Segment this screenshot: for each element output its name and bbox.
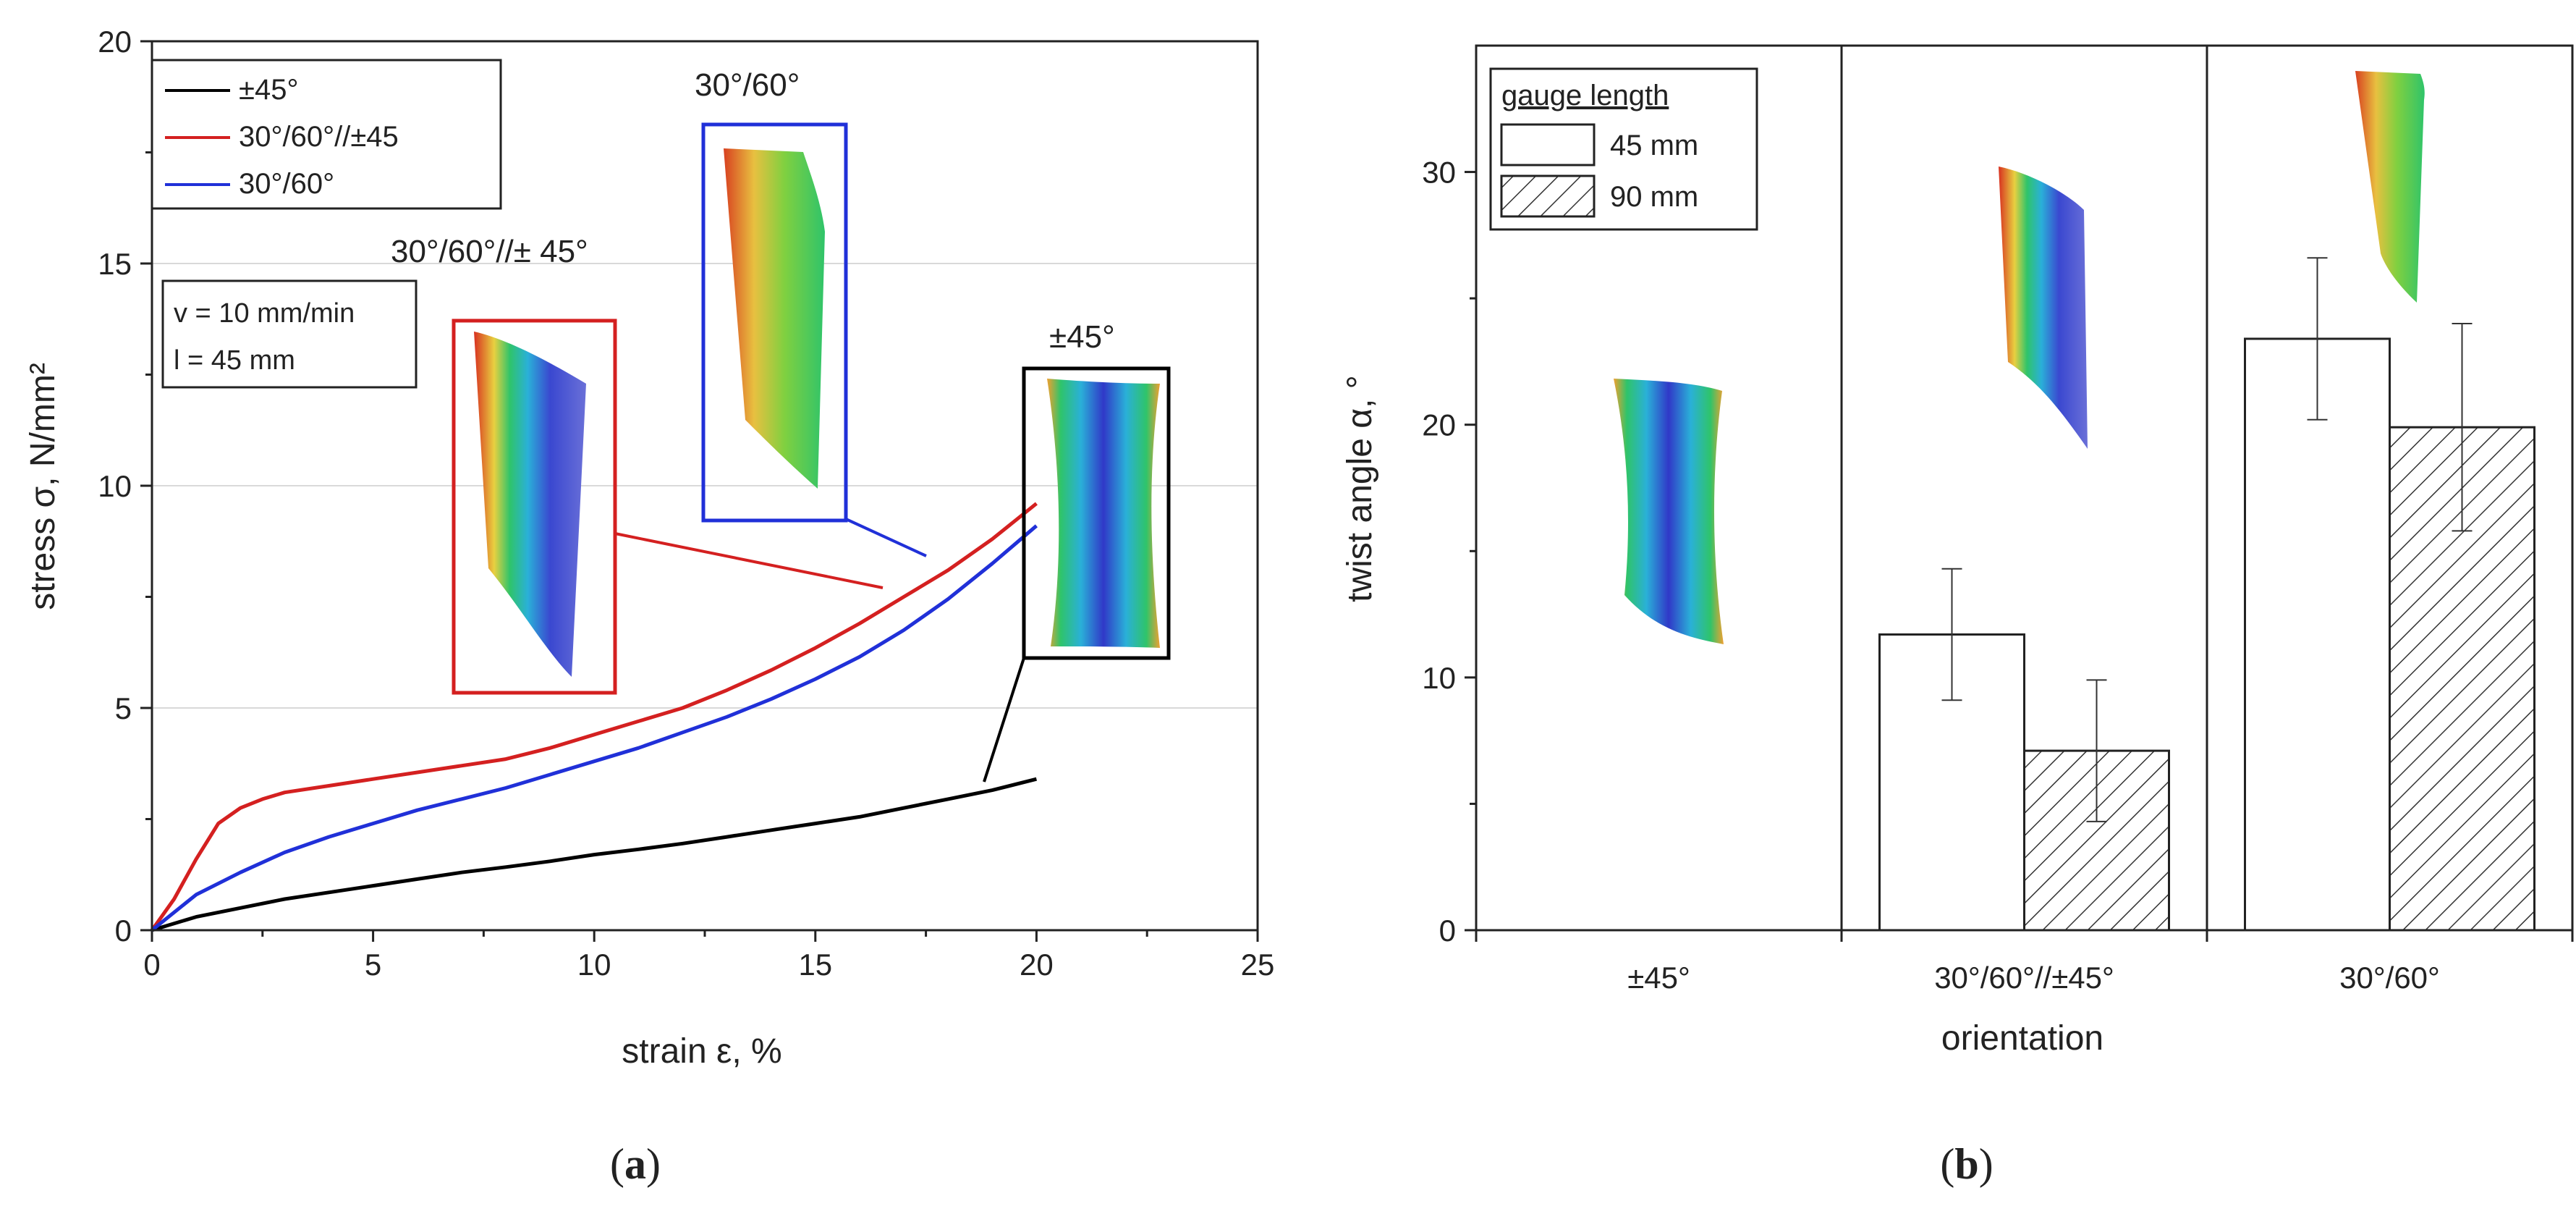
- a-x-tick-label: 0: [143, 948, 160, 982]
- a-x-tick-label: 25: [1241, 948, 1275, 982]
- panel-b-letter: b: [1954, 1140, 1978, 1188]
- b-y-tick-label: 20: [1422, 408, 1456, 442]
- a-y-axis-label: stress σ, N/mm²: [24, 363, 62, 610]
- a-inset-images: 30°/60°//± 45° 30°/60° ±45°: [391, 67, 1171, 783]
- legend-label-mixed: 30°/60°//±45: [239, 121, 399, 153]
- inset-mixed-specimen: [474, 332, 586, 677]
- a-y-tick-label: 10: [98, 469, 132, 503]
- inset-45-specimen: [1047, 379, 1160, 648]
- annotation-mixed: 30°/60°//± 45°: [391, 234, 588, 269]
- leader-45: [983, 657, 1025, 783]
- panel-b-open: (: [1940, 1140, 1954, 1188]
- inset-45-frame: [1022, 366, 1171, 660]
- b-specimen-45: [1614, 379, 1724, 644]
- b-bars: [1878, 257, 2535, 932]
- inset-3060-specimen: [724, 148, 825, 489]
- inset-3060-frame: [701, 122, 848, 523]
- a-y-tick-label: 15: [98, 247, 132, 281]
- a-series-line-0: [151, 777, 1038, 932]
- b-y-tick-label: 30: [1422, 156, 1456, 190]
- a-note-box: [161, 279, 418, 389]
- note-speed: v = 10 mm/min: [174, 298, 355, 329]
- a-x-tick-label: 10: [577, 948, 611, 982]
- a-x-tick-label: 20: [1020, 948, 1054, 982]
- annotation-45: ±45°: [1049, 319, 1115, 355]
- a-test-conditions: v = 10 mm/min l = 45 mm: [161, 279, 418, 389]
- a-y-tick-label: 0: [115, 914, 132, 948]
- b-inset-images: [1614, 71, 2425, 644]
- a-axes: 0 5 10 15 20 25 0 5 10 15 20: [98, 25, 1274, 982]
- b-y-axis-label: twist angle α, °: [1341, 375, 1379, 602]
- panel-a-chart: 30°/60°//± 45° 30°/60° ±45° ±45° 30°/60°…: [24, 25, 1274, 1071]
- legend-label-3060: 30°/60°: [239, 168, 334, 200]
- panel-b-chart: gauge length 45 mm 90 mm 0 10 20 30 ±45° 30°/…: [1341, 44, 2574, 1058]
- leader-3060: [845, 518, 927, 557]
- b-y-tick-label: 0: [1439, 914, 1456, 948]
- a-x-axis-label: strain ε, %: [622, 1032, 781, 1071]
- a-y-tick-label: 5: [115, 691, 132, 725]
- b-x-axis-label: orientation: [1941, 1019, 2103, 1058]
- panel-a-open: (: [610, 1140, 624, 1188]
- panel-b-close: ): [1979, 1140, 1994, 1188]
- legend-swatch-90mm: [1500, 174, 1596, 218]
- legend-swatch-45mm: [1500, 123, 1596, 166]
- panel-label-b: (b): [1940, 1140, 1993, 1188]
- b-category-label: 30°/60°: [2339, 961, 2440, 995]
- annotation-3060: 30°/60°: [695, 67, 800, 103]
- a-y-tick-label: 20: [98, 25, 132, 59]
- b-axes: 0 10 20 30 ±45° 30°/60°//±45° 30°/60°: [1422, 44, 2574, 995]
- a-series-line-2: [151, 524, 1038, 932]
- b-bar: [2244, 337, 2391, 932]
- b-category-label: 30°/60°//±45°: [1934, 961, 2114, 995]
- panel-a-letter: a: [624, 1140, 646, 1188]
- b-specimen-mixed: [1999, 166, 2088, 449]
- b-legend: gauge length 45 mm 90 mm: [1489, 67, 1758, 231]
- note-length: l = 45 mm: [174, 345, 295, 376]
- a-legend: ±45° 30°/60°//±45 30°/60°: [151, 59, 502, 210]
- b-specimen-3060: [2355, 71, 2425, 303]
- inset-mixed-frame: [452, 319, 617, 695]
- a-series-line-1: [150, 502, 1038, 932]
- leader-mixed: [614, 532, 884, 589]
- b-category-label: ±45°: [1627, 961, 1690, 995]
- b-legend-title: gauge length: [1501, 80, 1669, 111]
- legend-label-45: ±45°: [239, 74, 298, 106]
- a-x-tick-label: 15: [798, 948, 832, 982]
- legend-label-90mm: 90 mm: [1610, 181, 1698, 213]
- a-x-tick-label: 5: [365, 948, 381, 982]
- b-y-tick-label: 10: [1422, 661, 1456, 695]
- panel-a-close: ): [646, 1140, 661, 1188]
- legend-label-45mm: 45 mm: [1610, 130, 1698, 161]
- a-series-lines: [150, 502, 1038, 932]
- panel-label-a: (a): [610, 1140, 661, 1188]
- b-plot-frame: [1475, 44, 2574, 932]
